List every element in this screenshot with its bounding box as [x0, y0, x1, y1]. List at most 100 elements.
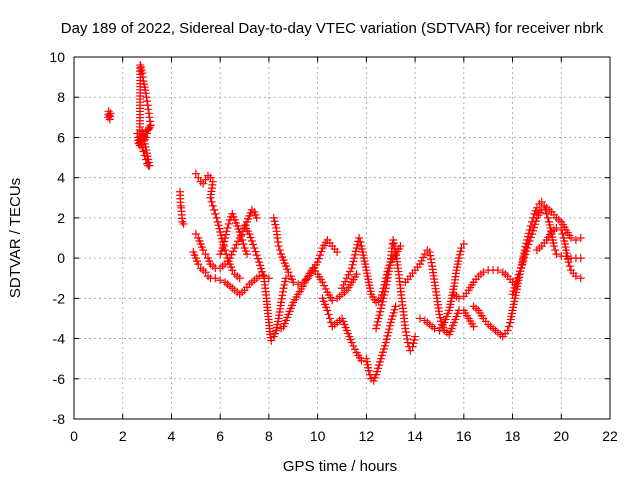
data-point — [317, 247, 326, 256]
data-point — [228, 266, 237, 275]
data-point — [479, 268, 488, 277]
data-point — [314, 254, 323, 263]
data-point — [430, 324, 439, 333]
data-point — [247, 237, 256, 246]
data-point — [417, 256, 426, 265]
data-point — [378, 297, 387, 306]
data-point — [403, 335, 412, 344]
data-point — [567, 234, 576, 242]
data-point — [232, 240, 241, 249]
data-point — [267, 336, 276, 345]
data-point — [549, 242, 558, 251]
data-point — [347, 264, 356, 273]
data-point — [525, 225, 534, 234]
data-point — [349, 257, 358, 266]
data-point — [216, 227, 225, 236]
data-point — [279, 284, 288, 293]
data-point — [194, 173, 203, 182]
data-point — [537, 197, 546, 206]
y-axis-label: SDTVAR / TECUs — [7, 178, 24, 298]
data-point — [391, 302, 400, 311]
data-point — [379, 294, 388, 303]
data-point — [376, 307, 385, 316]
data-point — [321, 284, 330, 293]
x-tick-label: 8 — [265, 428, 273, 444]
x-tick-label: 12 — [359, 428, 375, 444]
data-point — [403, 338, 412, 347]
data-point — [199, 179, 208, 188]
x-axis-label: GPS time / hours — [283, 458, 397, 475]
data-point — [246, 233, 255, 242]
data-point — [220, 237, 229, 246]
data-point — [252, 213, 261, 222]
data-point — [325, 314, 334, 323]
data-point — [277, 298, 286, 307]
data-point — [415, 260, 424, 269]
series-arc-a — [189, 248, 273, 299]
data-point — [278, 287, 287, 296]
data-point — [364, 366, 373, 375]
data-point — [270, 217, 279, 226]
data-point — [571, 272, 580, 281]
data-point — [377, 301, 386, 310]
data-point — [426, 255, 435, 264]
data-point — [526, 233, 535, 242]
data-point — [435, 310, 444, 319]
data-point — [543, 213, 552, 222]
y-tick-label: 10 — [49, 49, 65, 65]
data-point — [356, 238, 365, 247]
y-tick-label: 8 — [57, 89, 65, 105]
data-point — [454, 294, 463, 303]
data-point — [140, 135, 149, 144]
data-point — [352, 270, 361, 279]
series-arc-k — [401, 246, 478, 339]
y-tick-label: -8 — [53, 411, 66, 427]
data-point — [381, 338, 390, 347]
data-point — [382, 335, 391, 344]
data-point — [373, 317, 382, 326]
data-point — [419, 253, 428, 262]
y-tick-label: 0 — [57, 250, 65, 266]
y-tick-label: -4 — [53, 331, 66, 347]
data-point — [436, 313, 445, 322]
data-point — [191, 169, 200, 178]
data-point — [245, 229, 254, 238]
data-point — [525, 237, 534, 246]
data-point — [415, 314, 424, 323]
data-points — [104, 61, 585, 385]
data-point — [138, 127, 147, 136]
data-point — [211, 209, 220, 218]
data-point — [346, 267, 355, 276]
data-point — [143, 97, 152, 106]
data-point — [210, 205, 219, 214]
data-point — [273, 234, 282, 242]
data-point — [552, 223, 561, 232]
data-point — [513, 274, 522, 283]
data-point — [409, 339, 418, 348]
x-tick-label: 0 — [70, 428, 78, 444]
data-point — [206, 173, 215, 182]
data-point — [136, 61, 145, 70]
series-pts-4.4h — [175, 187, 188, 228]
series-arc-n — [469, 197, 585, 341]
data-point — [457, 244, 466, 253]
plot-frame — [73, 56, 611, 420]
y-tick-label: 6 — [57, 129, 65, 145]
x-tick-label: 10 — [310, 428, 326, 444]
data-point — [299, 282, 308, 291]
series-arc-f — [269, 213, 342, 289]
data-point — [294, 280, 303, 289]
data-point — [225, 254, 234, 263]
data-point — [388, 240, 397, 249]
data-point — [323, 306, 332, 315]
data-point — [347, 338, 356, 347]
data-point — [320, 281, 329, 290]
data-point — [146, 121, 155, 130]
data-point — [235, 227, 244, 236]
data-point — [300, 278, 309, 287]
data-point — [459, 240, 468, 249]
data-point — [427, 258, 436, 267]
data-point — [382, 280, 391, 289]
data-point — [252, 251, 261, 260]
